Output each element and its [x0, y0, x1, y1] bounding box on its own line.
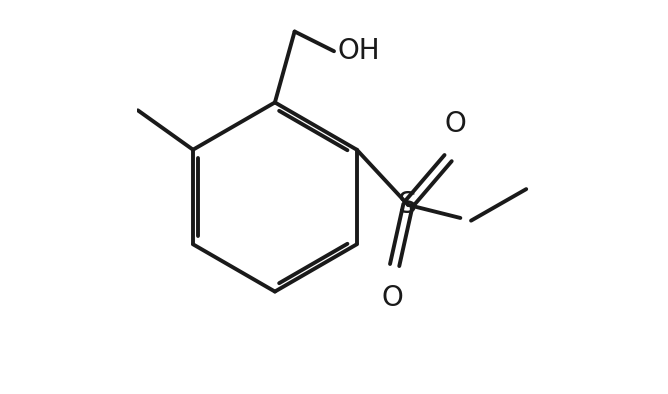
Text: O: O [381, 284, 403, 312]
Text: O: O [444, 110, 466, 138]
Text: OH: OH [338, 37, 381, 65]
Text: S: S [398, 190, 418, 219]
